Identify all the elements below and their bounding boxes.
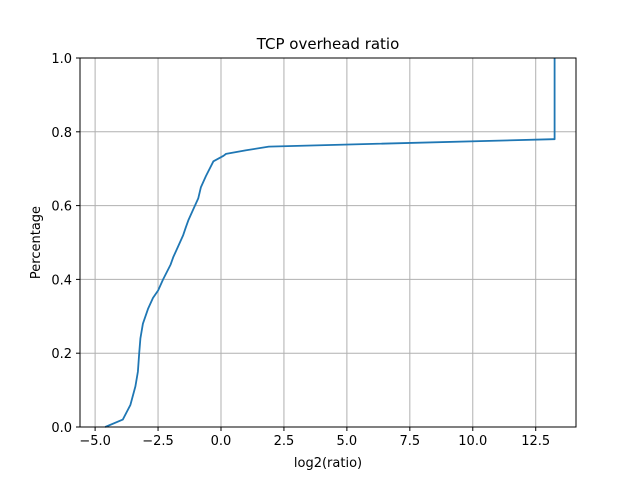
x-tick-label: 2.5: [274, 434, 295, 449]
x-tick-label: 7.5: [399, 434, 420, 449]
x-tick-label: 12.5: [521, 434, 550, 449]
chart-title: TCP overhead ratio: [256, 35, 400, 53]
y-tick-label: 1.0: [51, 52, 72, 67]
plot-frame: [79, 57, 577, 428]
y-tick-label: 0.6: [51, 200, 72, 215]
ticks: −5.0 −2.5 0.0 2.5 5.0 7.5 10.0 12.5 0.0 0.2 0.4 0.6…: [51, 52, 550, 449]
x-tick-label: 10.0: [458, 434, 487, 449]
y-tick-label: 0.2: [51, 347, 72, 362]
y-axis-label: Percentage: [29, 206, 44, 279]
x-tick-label: −5.0: [79, 434, 111, 449]
series-layer: [104, 58, 556, 428]
y-tick-label: 0.0: [51, 421, 72, 436]
x-tick-label: 5.0: [337, 434, 358, 449]
x-tick-label: 0.0: [211, 434, 232, 449]
y-tick-label: 0.4: [51, 273, 72, 288]
series-line: [104, 58, 556, 428]
y-tick-label: 0.8: [51, 126, 72, 141]
x-tick-label: −2.5: [142, 434, 174, 449]
x-axis-label: log2(ratio): [294, 456, 362, 471]
